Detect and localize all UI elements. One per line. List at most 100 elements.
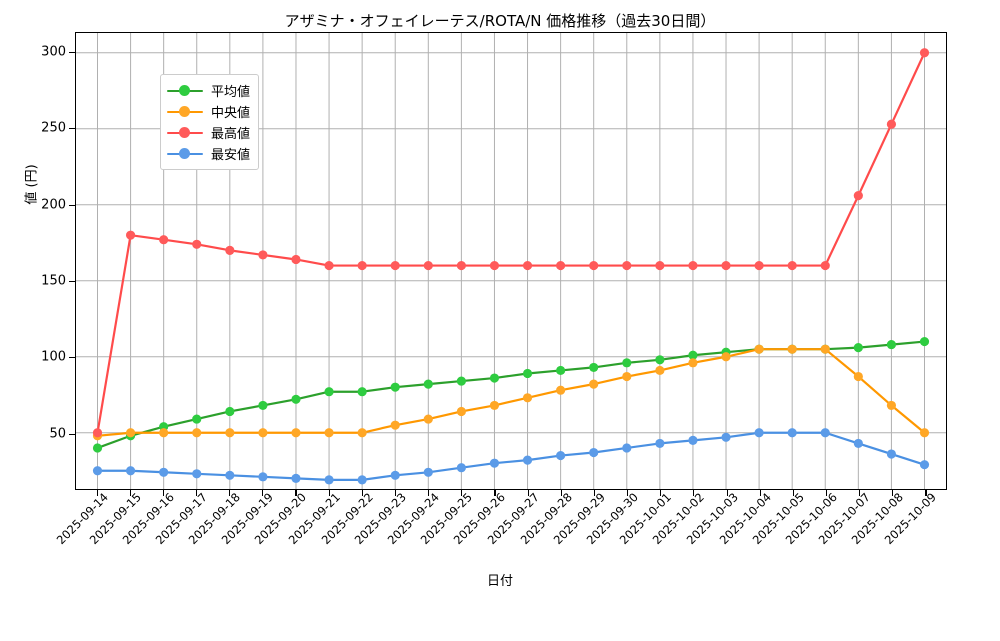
data-point xyxy=(225,406,235,417)
data-point xyxy=(225,470,235,480)
x-tick-mark xyxy=(859,490,861,496)
legend-item-3[interactable]: 最安値 xyxy=(167,143,250,164)
data-point xyxy=(886,400,897,410)
x-tick-mark xyxy=(361,490,363,496)
data-point xyxy=(622,260,632,271)
x-tick-mark xyxy=(262,490,264,496)
data-point xyxy=(192,469,202,479)
data-point xyxy=(522,393,533,403)
x-tick-mark xyxy=(328,490,330,496)
legend-item-0[interactable]: 平均値 xyxy=(167,80,250,101)
chart-figure: アザミナ・オフェイレーテス/ROTA/N 価格推移（過去30日間） 値 (円) … xyxy=(0,12,947,589)
data-point xyxy=(919,336,930,347)
data-point xyxy=(622,371,632,382)
data-point xyxy=(390,382,400,392)
data-point xyxy=(622,443,632,453)
data-point xyxy=(423,260,433,271)
y-tick-label: 300 xyxy=(41,44,66,60)
data-point xyxy=(258,472,268,482)
x-tick-mark xyxy=(394,490,397,496)
y-tick-mark xyxy=(69,357,75,359)
y-axis-tick-labels: 50 100 150 200 250 300 xyxy=(0,32,66,490)
data-point xyxy=(820,344,830,354)
data-series-layer xyxy=(92,48,930,485)
legend-label: 最高値 xyxy=(211,127,251,142)
data-point xyxy=(556,385,566,395)
legend-swatch-icon xyxy=(167,105,203,119)
data-point xyxy=(390,260,400,271)
y-tick-mark xyxy=(69,204,75,206)
data-point xyxy=(919,48,930,58)
data-point xyxy=(721,260,731,271)
y-tick-mark xyxy=(69,128,75,130)
data-point xyxy=(357,260,367,271)
plot-area: 平均値 中央値最高値最安値 xyxy=(75,32,947,490)
data-point xyxy=(886,449,897,459)
x-tick-mark xyxy=(428,490,430,496)
data-point xyxy=(291,254,301,265)
data-point xyxy=(92,466,103,476)
chart-legend[interactable]: 平均値 中央値最高値最安値 xyxy=(160,74,260,170)
data-point xyxy=(357,428,367,438)
data-point xyxy=(159,467,169,477)
data-point xyxy=(258,250,268,260)
data-point xyxy=(489,260,500,271)
data-point xyxy=(622,358,632,368)
data-point xyxy=(853,343,863,353)
data-point xyxy=(589,362,599,372)
data-point xyxy=(522,455,533,465)
data-point xyxy=(522,260,533,271)
data-point xyxy=(688,358,698,368)
x-tick-mark xyxy=(627,490,629,496)
y-tick-label: 100 xyxy=(41,349,66,365)
data-point xyxy=(390,470,400,480)
data-point xyxy=(589,447,599,458)
x-tick-mark xyxy=(295,490,297,496)
x-axis-label: 日付 xyxy=(486,574,513,589)
data-point xyxy=(853,438,863,448)
data-point xyxy=(291,394,301,404)
x-tick-mark xyxy=(162,490,164,496)
data-point xyxy=(456,463,466,473)
x-tick-mark xyxy=(96,490,98,496)
data-point xyxy=(423,379,433,389)
data-point xyxy=(919,460,930,470)
x-tick-mark xyxy=(693,490,695,496)
data-point xyxy=(125,466,136,476)
data-point xyxy=(291,473,301,483)
data-point xyxy=(225,245,235,255)
data-point xyxy=(655,438,665,448)
data-point xyxy=(853,191,863,201)
legend-item-1[interactable]: 中央値 xyxy=(167,101,250,122)
data-point xyxy=(655,365,665,376)
x-tick-mark xyxy=(593,490,595,496)
data-point xyxy=(688,350,698,360)
data-point xyxy=(787,428,797,438)
legend-label: 最安値 xyxy=(211,148,251,163)
x-tick-mark xyxy=(825,490,828,496)
legend-swatch-icon xyxy=(167,126,203,140)
x-tick-mark xyxy=(792,490,794,496)
data-point xyxy=(423,414,433,424)
legend-label: 平均値 xyxy=(211,85,251,100)
data-point xyxy=(886,119,897,129)
x-axis-tick-labels: 2025-09-14 2025-09-15 2025-09-16 2025-09-17… xyxy=(53,490,947,570)
data-point xyxy=(192,414,202,424)
legend-item-2[interactable]: 最高値 xyxy=(167,122,250,143)
data-point xyxy=(423,467,433,477)
data-point xyxy=(192,428,202,438)
series-line-1 xyxy=(96,348,926,437)
data-point xyxy=(754,260,764,271)
x-tick-mark xyxy=(196,490,198,496)
series-line-3 xyxy=(96,431,926,481)
data-point xyxy=(787,344,797,354)
data-point xyxy=(192,239,202,249)
data-point xyxy=(919,428,930,438)
data-point xyxy=(125,230,136,240)
data-point xyxy=(456,406,466,417)
x-tick-mark xyxy=(461,490,463,496)
data-point xyxy=(688,260,698,271)
y-tick-mark xyxy=(69,433,75,435)
x-tick-mark xyxy=(527,490,529,496)
data-point xyxy=(258,400,268,410)
